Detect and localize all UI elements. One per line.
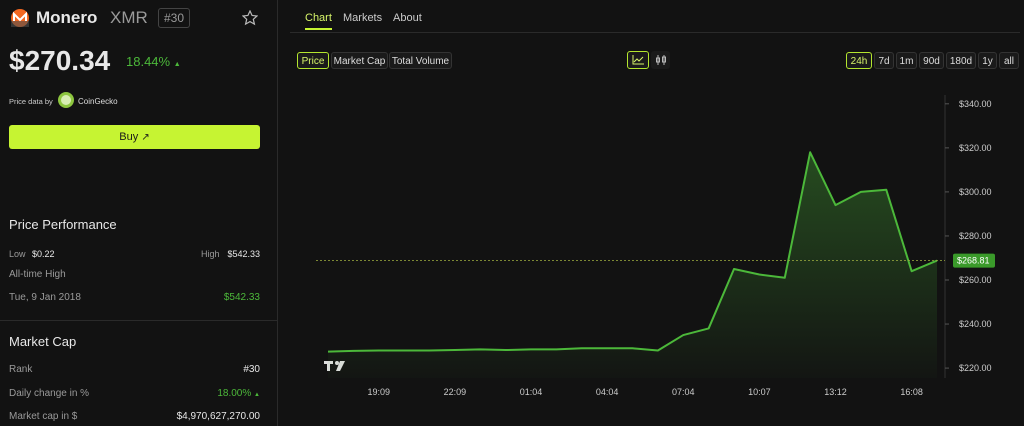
coin-symbol: XMR [110, 8, 148, 27]
y-tick-label: $280.00 [959, 231, 992, 241]
x-tick-label: 22:09 [444, 387, 467, 397]
metric-button[interactable]: Price [297, 52, 329, 69]
candle-chart-toggle[interactable] [651, 51, 670, 69]
price-change-value: 18.44% [126, 54, 171, 69]
x-tick-label: 04:04 [596, 387, 619, 397]
metric-button[interactable]: Total Volume [389, 52, 452, 69]
coin-logo [11, 9, 29, 27]
up-icon: ▲ [254, 392, 260, 398]
low-value: $0.22 [32, 249, 55, 259]
high-label: High [201, 249, 220, 259]
row-label: Market cap in $ [9, 411, 78, 422]
price-chart: $220.00 $240.00 $260.00 $280.00 $300.00 $320.… [316, 95, 995, 397]
y-tick-label: $320.00 [959, 143, 992, 153]
buy-label: Buy [119, 131, 139, 143]
ath-label: All-time High [9, 269, 66, 280]
row-label: Rank [9, 364, 33, 375]
coin-name: Monero [36, 8, 98, 27]
ath-value: $542.33 [223, 292, 260, 303]
tab-divider [290, 32, 1020, 33]
low-label: Low [9, 249, 26, 259]
tab[interactable]: About [393, 12, 422, 24]
metric-button[interactable]: Market Cap [331, 52, 388, 69]
range-button[interactable]: 90d [919, 52, 944, 69]
rank-badge: #30 [158, 8, 190, 28]
y-tick-label: $240.00 [959, 319, 992, 329]
range-button[interactable]: 7d [874, 52, 894, 69]
current-price-badge [953, 253, 995, 268]
y-tick-label: $300.00 [959, 187, 992, 197]
sidebar: Monero XMR #30 $270.34 18.44% ▲ Price da… [0, 0, 278, 426]
price-change: 18.44% ▲ [126, 54, 181, 69]
current-price-label: $268.81 [957, 256, 990, 266]
y-tick-label: $340.00 [959, 99, 992, 109]
price: $270.34 [9, 45, 111, 76]
tab[interactable]: Markets [343, 12, 383, 24]
x-tick-label: 07:04 [672, 387, 695, 397]
x-tick-label: 16:08 [900, 387, 923, 397]
arrow-icon: ↗ [141, 132, 150, 143]
favorite-star[interactable] [242, 10, 258, 26]
change-value: 18.00% [217, 388, 252, 399]
x-tick-label: 10:07 [748, 387, 771, 397]
line-chart-toggle[interactable] [627, 51, 649, 69]
price-line [327, 151, 938, 353]
row-value: $4,970,627,270.00 [176, 411, 260, 422]
row-value: #30 [243, 364, 260, 375]
x-tick-label: 01:04 [520, 387, 543, 397]
ath-date: Tue, 9 Jan 2018 [9, 292, 81, 303]
x-tick-label: 19:09 [367, 387, 390, 397]
y-tick-label: $260.00 [959, 275, 992, 285]
range-button[interactable]: 24h [846, 52, 872, 69]
x-tick-label: 13:12 [824, 387, 847, 397]
high-value: $542.33 [227, 249, 260, 259]
section-title: Market Cap [9, 334, 77, 349]
source-prefix: Price data by [9, 97, 53, 106]
price-area [328, 152, 937, 378]
source-name[interactable]: CoinGecko [78, 97, 118, 106]
row-value: 18.00% ▲ [217, 388, 260, 399]
y-tick-label: $220.00 [959, 363, 992, 373]
tab[interactable]: Chart [305, 12, 332, 30]
up-icon: ▲ [173, 61, 181, 68]
coingecko-logo [58, 92, 74, 108]
divider [0, 320, 277, 321]
row-label: Daily change in % [9, 388, 90, 399]
range-button[interactable]: 1m [896, 52, 917, 69]
range-button[interactable]: all [999, 52, 1019, 69]
section-title: Price Performance [9, 217, 117, 232]
buy-button[interactable]: Buy ↗ [9, 125, 260, 149]
range-button[interactable]: 180d [946, 52, 976, 69]
range-button[interactable]: 1y [978, 52, 997, 69]
